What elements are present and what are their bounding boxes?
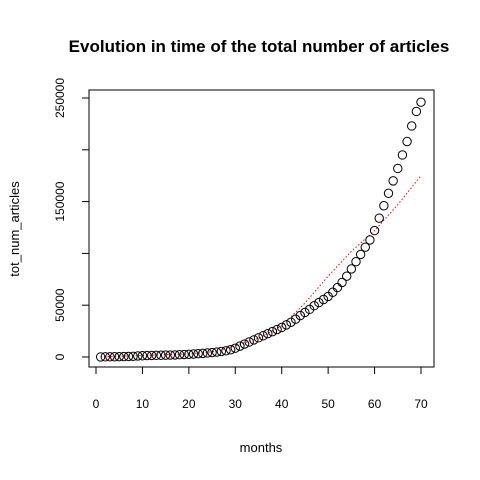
data-point xyxy=(198,348,208,359)
data-point xyxy=(244,337,254,347)
y-axis-label: tot_num_articles xyxy=(7,181,22,277)
data-point xyxy=(212,347,222,357)
data-point xyxy=(369,225,380,236)
data-point xyxy=(207,347,217,358)
data-point xyxy=(379,201,389,211)
data-point xyxy=(193,348,203,359)
plot-frame xyxy=(88,89,435,368)
data-point xyxy=(263,328,273,339)
data-point xyxy=(411,106,422,117)
data-point xyxy=(147,350,157,361)
data-point xyxy=(355,249,366,260)
data-point xyxy=(249,335,259,345)
data-point xyxy=(267,326,278,337)
data-point xyxy=(365,235,375,245)
y-tick-label: 150000 xyxy=(53,181,67,221)
data-point xyxy=(277,322,287,333)
y-axis: 0 50000 150000 250000 xyxy=(53,78,90,360)
data-point xyxy=(128,351,138,361)
y-tick-label: 250000 xyxy=(53,78,67,118)
data-point xyxy=(114,351,124,362)
data-point xyxy=(346,264,357,274)
x-tick-label: 60 xyxy=(368,397,382,411)
chart-title: Evolution in time of the total number of… xyxy=(69,37,450,56)
data-point xyxy=(174,350,185,360)
data-point xyxy=(258,331,268,341)
data-point xyxy=(160,350,171,360)
data-point xyxy=(100,352,110,362)
data-point xyxy=(416,97,426,107)
data-point xyxy=(300,307,310,318)
data-point xyxy=(230,343,240,353)
x-tick-label: 20 xyxy=(182,397,196,411)
data-point xyxy=(225,345,236,355)
data-point xyxy=(383,188,394,199)
data-point xyxy=(119,351,129,362)
trend-line-series xyxy=(100,175,422,358)
x-tick-label: 50 xyxy=(321,397,335,411)
data-point xyxy=(397,150,408,160)
x-tick-label: 40 xyxy=(275,397,289,411)
data-point xyxy=(318,294,329,305)
x-tick-label: 70 xyxy=(414,397,428,411)
data-point xyxy=(133,351,143,361)
data-point xyxy=(105,352,115,362)
x-tick-label: 30 xyxy=(229,397,243,411)
data-point xyxy=(165,350,175,360)
data-point xyxy=(142,350,152,361)
data-point xyxy=(272,324,282,335)
data-point xyxy=(151,350,162,361)
data-point xyxy=(337,277,347,288)
data-points-series xyxy=(95,97,426,362)
data-point xyxy=(179,349,189,360)
data-point xyxy=(332,282,343,293)
data-point xyxy=(281,320,292,330)
data-point xyxy=(170,350,180,360)
x-tick-label: 0 xyxy=(93,397,100,411)
data-point xyxy=(95,352,106,362)
data-point xyxy=(309,301,319,311)
data-point xyxy=(221,346,231,356)
data-point xyxy=(235,341,245,351)
data-point xyxy=(295,310,305,321)
data-point xyxy=(374,213,384,223)
data-point xyxy=(314,297,324,308)
x-tick-label: 10 xyxy=(136,397,150,411)
data-point xyxy=(239,339,250,349)
data-point xyxy=(156,350,166,360)
data-point xyxy=(253,333,264,343)
y-tick-label: 0 xyxy=(53,353,67,360)
data-point xyxy=(402,136,412,147)
data-point xyxy=(342,271,352,281)
y-tick-label: 50000 xyxy=(53,288,67,322)
data-point xyxy=(388,176,398,186)
data-point xyxy=(184,349,194,360)
data-point xyxy=(407,121,417,131)
data-point xyxy=(123,351,134,362)
data-point xyxy=(393,163,403,174)
x-axis: 0 10 20 30 40 50 60 70 xyxy=(93,366,428,411)
data-point xyxy=(188,349,199,359)
trend-line xyxy=(100,175,422,358)
data-point xyxy=(109,352,120,362)
x-axis-label: months xyxy=(240,440,283,455)
data-point xyxy=(202,348,213,358)
data-point xyxy=(286,317,296,327)
data-point xyxy=(360,242,370,252)
data-point xyxy=(137,351,148,361)
data-point xyxy=(351,256,361,267)
data-point xyxy=(216,346,227,357)
